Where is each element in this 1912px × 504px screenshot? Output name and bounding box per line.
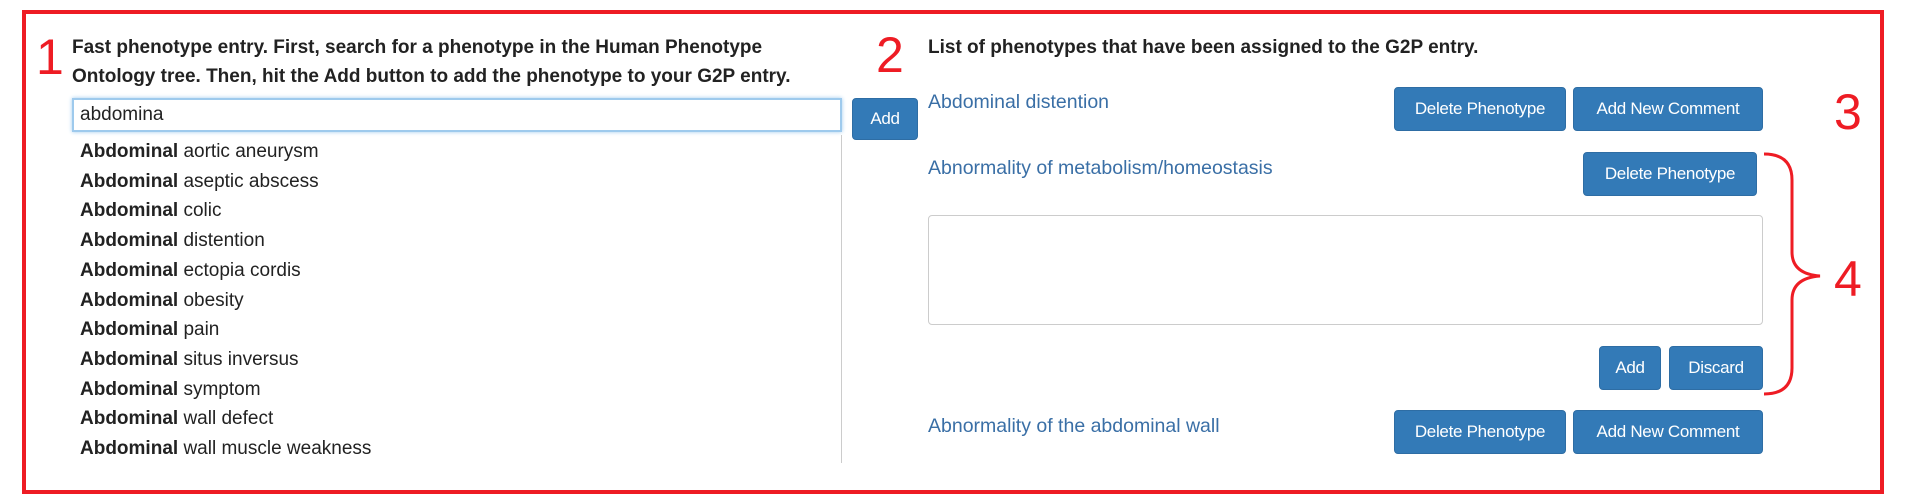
phenotype-link-abdominal-wall[interactable]: Abnormality of the abdominal wall [928, 415, 1220, 437]
delete-phenotype-button[interactable]: Delete Phenotype [1583, 152, 1757, 196]
delete-phenotype-button[interactable]: Delete Phenotype [1394, 87, 1566, 131]
annotation-brace [1763, 152, 1821, 396]
annotation-number-3: 3 [1834, 84, 1862, 140]
comment-textarea[interactable] [928, 215, 1763, 325]
comment-add-button[interactable]: Add [1599, 346, 1661, 390]
phenotype-list-heading: List of phenotypes that have been assign… [928, 37, 1479, 58]
suggestion-item[interactable]: Abdominal colic [80, 196, 221, 225]
suggestion-match: Abdominal [80, 200, 179, 222]
delete-phenotype-button[interactable]: Delete Phenotype [1394, 410, 1566, 454]
annotation-number-1: 1 [36, 29, 64, 85]
suggestion-item[interactable]: Abdominal symptom [80, 375, 261, 404]
suggestion-match: Abdominal [80, 170, 179, 192]
suggestion-item[interactable]: Abdominal aortic aneurysm [80, 137, 319, 166]
suggestion-item[interactable]: Abdominal wall muscle weakness [80, 434, 371, 463]
suggestion-item[interactable]: Abdominal ectopia cordis [80, 256, 301, 285]
phenotype-link-abdominal-distention[interactable]: Abdominal distention [928, 91, 1110, 113]
suggestion-rest: wall muscle weakness [178, 438, 372, 459]
annotation-number-4: 4 [1834, 251, 1862, 307]
phenotype-link-metabolism-homeostasis[interactable]: Abnormality of metabolism/homeostasis [928, 157, 1273, 179]
comment-discard-button[interactable]: Discard [1669, 346, 1763, 390]
suggestion-match: Abdominal [80, 141, 179, 162]
suggestion-rest: situs inversus [178, 348, 299, 370]
suggestion-rest: obesity [178, 289, 244, 311]
suggestion-rest: distention [178, 230, 265, 252]
suggestion-rest: pain [178, 319, 220, 341]
suggestion-match: Abdominal [80, 348, 179, 370]
annotation-number-2: 2 [876, 27, 904, 83]
suggestion-rest: symptom [178, 378, 261, 400]
suggestion-match: Abdominal [80, 259, 179, 281]
suggestion-rest: wall defect [178, 408, 274, 430]
suggestion-item[interactable]: Abdominal situs inversus [80, 345, 299, 374]
suggestion-item[interactable]: Abdominal wall defect [80, 404, 273, 433]
add-new-comment-button[interactable]: Add New Comment [1573, 87, 1763, 131]
suggestion-match: Abdominal [80, 438, 179, 459]
suggestion-match: Abdominal [80, 378, 179, 400]
suggestion-match: Abdominal [80, 289, 179, 311]
instructions-line-1: Fast phenotype entry. First, search for … [72, 37, 763, 58]
suggestion-match: Abdominal [80, 230, 179, 252]
suggestion-item[interactable]: Abdominal pain [80, 315, 219, 344]
instructions-line-2: Ontology tree. Then, hit the Add button … [72, 66, 791, 87]
add-phenotype-button[interactable]: Add [852, 98, 918, 140]
suggestion-rest: aseptic abscess [178, 170, 319, 192]
suggestion-rest: ectopia cordis [178, 259, 301, 281]
annotation-frame [22, 10, 1884, 494]
suggestion-match: Abdominal [80, 408, 179, 430]
suggestion-item[interactable]: Abdominal obesity [80, 286, 244, 315]
suggestion-item[interactable]: Abdominal distention [80, 226, 265, 255]
suggestion-rest: aortic aneurysm [178, 141, 319, 162]
phenotype-search-input[interactable] [72, 98, 842, 132]
suggestion-item[interactable]: Abdominal aseptic abscess [80, 167, 319, 196]
fast-entry-instructions: Fast phenotype entry. First, search for … [72, 33, 872, 91]
suggestion-match: Abdominal [80, 319, 179, 341]
autocomplete-suggestions: Abdominal aortic aneurysm Abdominal asep… [72, 135, 842, 463]
suggestion-rest: colic [178, 200, 222, 222]
add-new-comment-button[interactable]: Add New Comment [1573, 410, 1763, 454]
